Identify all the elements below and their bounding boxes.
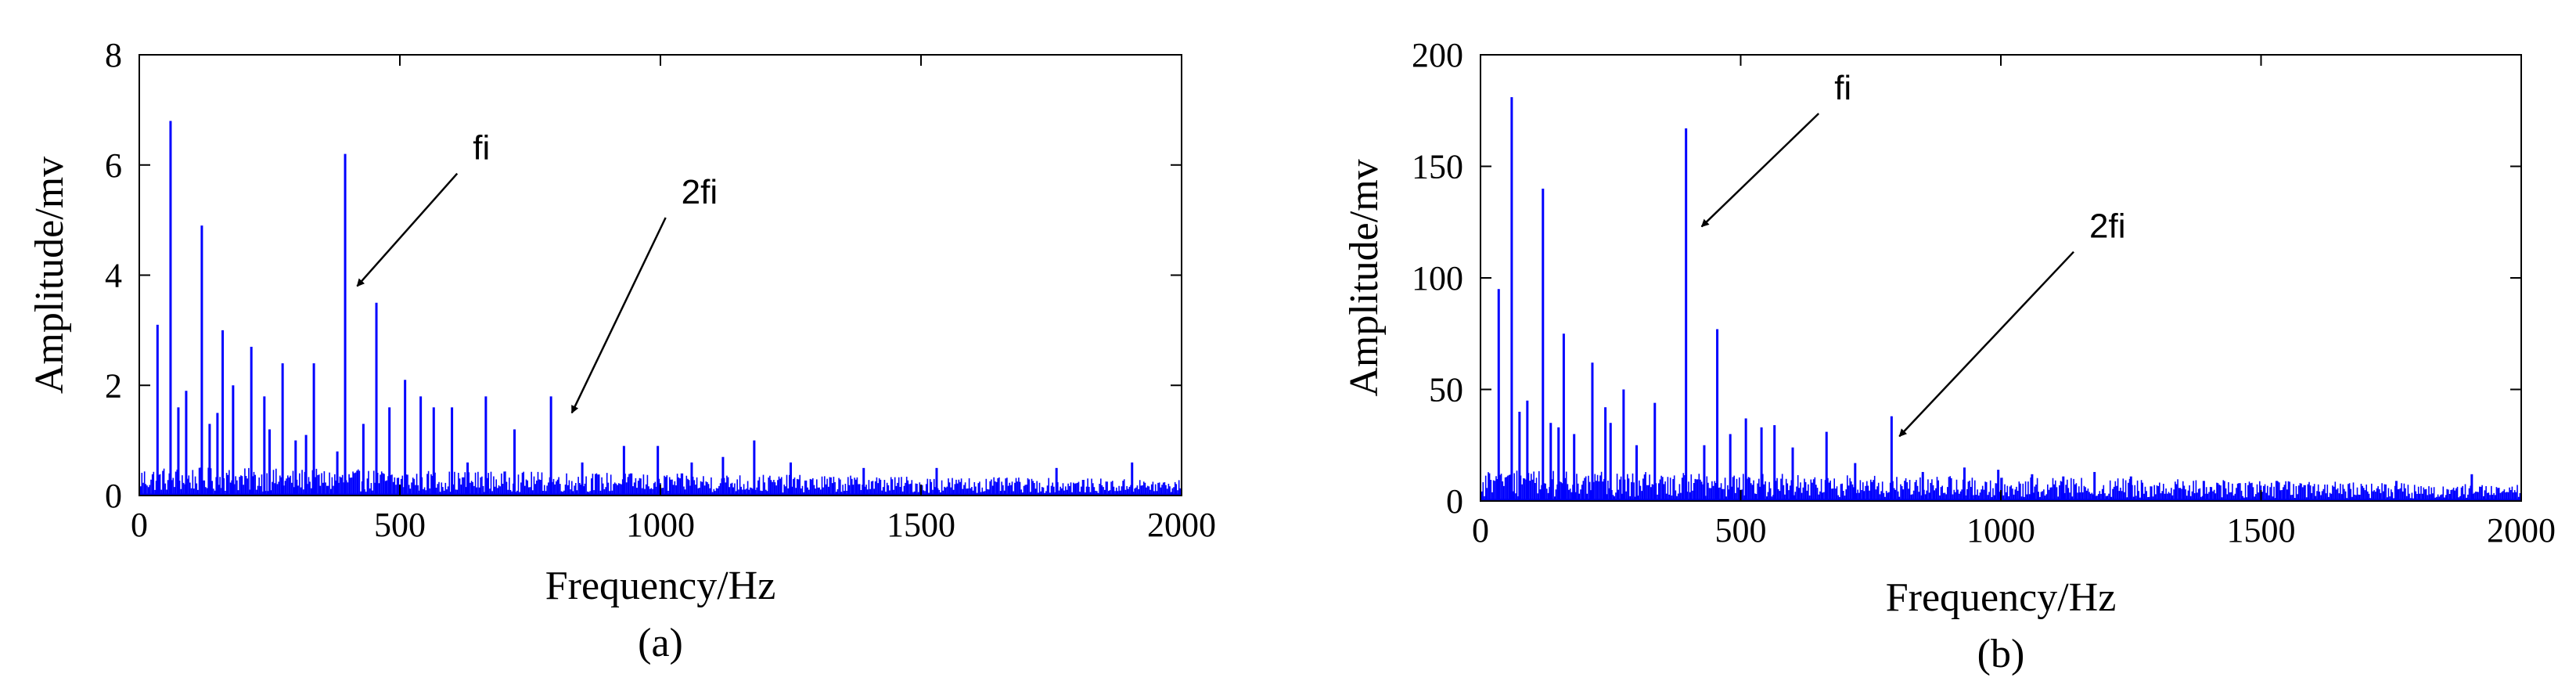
y-tick-label: 200 xyxy=(1412,36,1463,74)
x-tick-label: 1500 xyxy=(887,506,955,544)
y-tick-label: 0 xyxy=(1446,482,1463,521)
x-tick-label: 1500 xyxy=(2227,511,2296,550)
annotation-arrow xyxy=(356,172,459,287)
x-tick-label: 0 xyxy=(1472,511,1489,550)
y-axis-label: Amplitude/mv xyxy=(27,157,72,394)
y-tick-label: 100 xyxy=(1412,259,1463,297)
x-tick-label: 500 xyxy=(1715,511,1767,550)
x-tick-label: 2000 xyxy=(1147,506,1216,544)
annotation-label: fi xyxy=(1834,69,1851,107)
y-tick-label: 50 xyxy=(1429,371,1463,409)
panel-label: (b) xyxy=(1977,632,2025,676)
annotation-arrow xyxy=(1898,250,2074,438)
axes-box xyxy=(1480,54,2522,502)
chart-panel-a: 0 500 1000 1500 2000 0 2 4 6 8 Frequency/Hz Amplitu… xyxy=(27,36,1216,665)
panel-label: (a) xyxy=(638,621,683,665)
x-axis-label: Frequency/Hz xyxy=(545,564,776,608)
y-tick-label: 8 xyxy=(105,36,122,74)
annotation-label: 2fi xyxy=(682,173,718,211)
x-tick-label: 500 xyxy=(374,506,426,544)
y-tick-label: 150 xyxy=(1412,148,1463,186)
y-tick-label: 2 xyxy=(105,366,122,405)
y-axis-label: Amplitude/mv xyxy=(1342,159,1387,396)
x-tick-label: 1000 xyxy=(626,506,695,544)
y-tick-label: 0 xyxy=(105,477,122,515)
x-axis-label: Frequency/Hz xyxy=(1886,575,2117,620)
y-tick-label: 4 xyxy=(105,257,122,295)
annotation-arrow xyxy=(1700,113,1820,228)
x-tick-label: 0 xyxy=(131,506,148,544)
annotation-arrow xyxy=(570,217,667,414)
x-tick-label: 2000 xyxy=(2487,511,2556,550)
y-tick-label: 6 xyxy=(105,146,122,185)
annotation-label: 2fi xyxy=(2089,207,2125,246)
chart-panel-b: 0 500 1000 1500 2000 0 50 100 150 200 Frequency/Hz… xyxy=(1342,36,2556,676)
annotation-label: fi xyxy=(473,129,490,168)
axes-box xyxy=(139,54,1182,496)
x-tick-label: 1000 xyxy=(1966,511,2035,550)
